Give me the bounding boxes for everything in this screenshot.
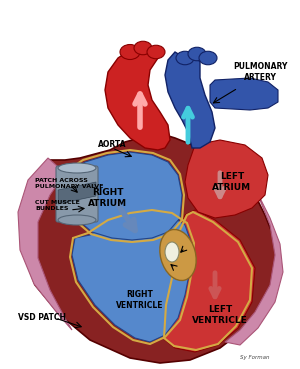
Polygon shape bbox=[105, 48, 170, 150]
Ellipse shape bbox=[147, 45, 165, 59]
Ellipse shape bbox=[58, 163, 96, 173]
Text: VSD PATCH: VSD PATCH bbox=[18, 314, 66, 323]
Polygon shape bbox=[225, 183, 283, 345]
Text: LEFT
ATRIUM: LEFT ATRIUM bbox=[212, 172, 252, 192]
Ellipse shape bbox=[199, 51, 217, 65]
Text: AORTA: AORTA bbox=[98, 140, 126, 149]
FancyBboxPatch shape bbox=[56, 166, 98, 222]
Polygon shape bbox=[165, 52, 215, 148]
Polygon shape bbox=[18, 158, 72, 330]
Text: RIGHT
VENTRICLE: RIGHT VENTRICLE bbox=[116, 290, 164, 310]
Polygon shape bbox=[20, 135, 278, 363]
Polygon shape bbox=[72, 212, 192, 342]
Text: PATCH ACROSS
PULMONARY VALVE: PATCH ACROSS PULMONARY VALVE bbox=[35, 178, 104, 189]
Polygon shape bbox=[165, 210, 255, 352]
Polygon shape bbox=[58, 182, 96, 204]
Text: PULMONARY
ARTERY: PULMONARY ARTERY bbox=[233, 62, 287, 82]
Ellipse shape bbox=[134, 41, 152, 55]
Ellipse shape bbox=[188, 47, 206, 61]
Text: Sy Forman: Sy Forman bbox=[240, 355, 270, 361]
Ellipse shape bbox=[160, 230, 196, 280]
Polygon shape bbox=[63, 152, 182, 240]
Ellipse shape bbox=[176, 51, 194, 65]
Polygon shape bbox=[185, 140, 268, 218]
Text: CUT MUSCLE
BUNDLES: CUT MUSCLE BUNDLES bbox=[35, 200, 80, 211]
Ellipse shape bbox=[165, 242, 179, 262]
Ellipse shape bbox=[120, 45, 140, 59]
Polygon shape bbox=[210, 78, 278, 110]
Ellipse shape bbox=[58, 215, 96, 225]
Text: LEFT
VENTRICLE: LEFT VENTRICLE bbox=[192, 305, 248, 325]
Text: RIGHT
ATRIUM: RIGHT ATRIUM bbox=[88, 188, 128, 208]
